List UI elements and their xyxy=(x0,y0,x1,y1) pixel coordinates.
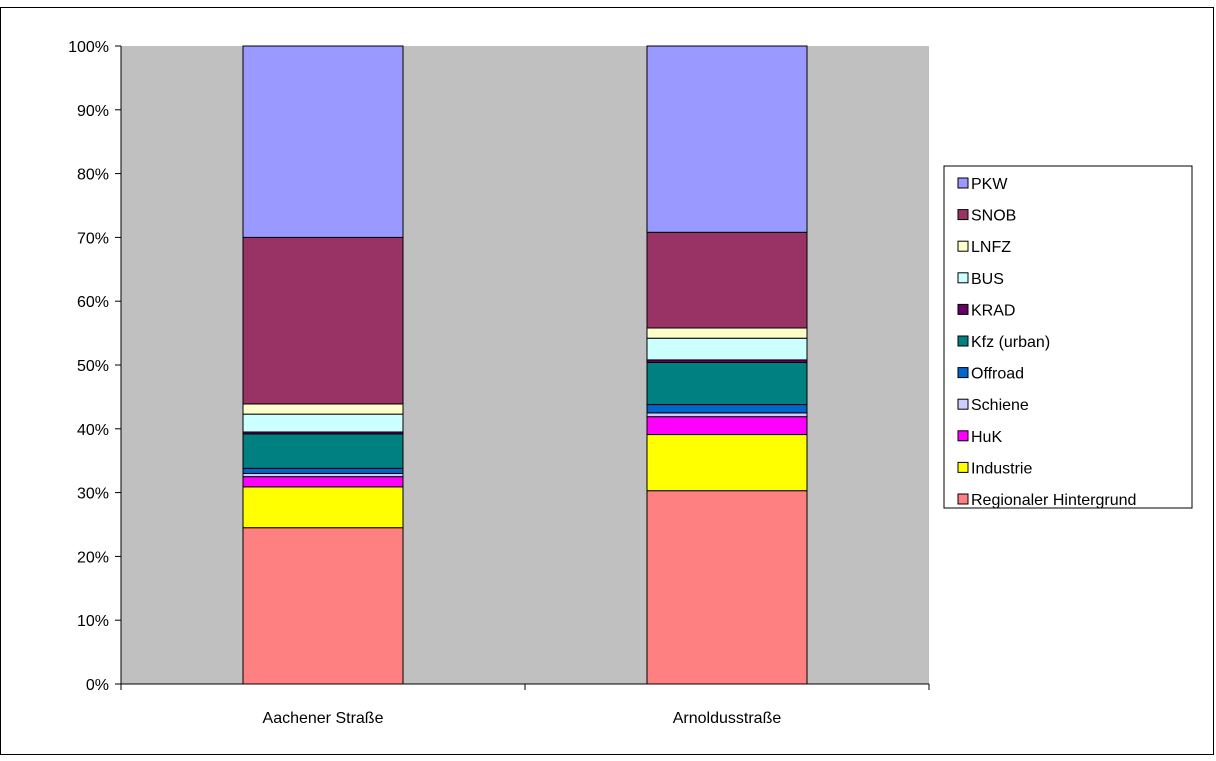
bar-segment-aachener-strasse-bus xyxy=(242,413,404,433)
bar-segment-aachener-strasse-kfz-urban xyxy=(242,433,404,469)
legend: PKW SNOB LNFZ BUS KRAD Kfz (urban) Offroad Schi… xyxy=(943,165,1193,509)
bar-segment-aachener-strasse-regionaler-hintergrund xyxy=(242,527,404,685)
x-tick-label: Arnoldusstraße xyxy=(673,710,782,727)
y-tick-label: 20% xyxy=(77,549,109,566)
bar-segment-arnoldusstrasse-offroad xyxy=(646,404,808,414)
legend-label-pkw: PKW xyxy=(971,176,1008,193)
plot-area xyxy=(121,46,929,684)
legend-label-industrie: Industrie xyxy=(971,460,1032,477)
y-tick-label: 90% xyxy=(77,103,109,120)
bar-segment-aachener-strasse-snob xyxy=(242,236,404,405)
legend-swatch-industrie xyxy=(957,461,969,473)
legend-label-lnfz: LNFZ xyxy=(971,239,1011,256)
bar-segment-aachener-strasse-industrie xyxy=(242,486,404,529)
legend-label-kfz-urban: Kfz (urban) xyxy=(971,334,1050,351)
legend-box xyxy=(943,165,1193,509)
legend-swatch-schiene xyxy=(957,398,969,410)
bar-segment-aachener-strasse-offroad xyxy=(242,467,404,474)
bar-segment-arnoldusstrasse-bus xyxy=(646,337,808,361)
y-tick-label: 0% xyxy=(86,677,109,694)
legend-label-regionaler-hintergrund: Regionaler Hintergrund xyxy=(971,492,1136,509)
y-tick-label: 30% xyxy=(77,486,109,503)
y-tick-label: 60% xyxy=(77,294,109,311)
y-tick-label: 100% xyxy=(68,39,109,56)
legend-swatch-huk xyxy=(957,430,969,442)
legend-label-bus: BUS xyxy=(971,271,1004,288)
legend-label-offroad: Offroad xyxy=(971,366,1024,383)
bar-segment-aachener-strasse-lnfz xyxy=(242,403,404,415)
bar-segment-arnoldusstrasse-industrie xyxy=(646,434,808,492)
bar-segment-arnoldusstrasse-regionaler-hintergrund xyxy=(646,490,808,685)
legend-swatch-bus xyxy=(957,272,969,284)
y-tick-label: 10% xyxy=(77,613,109,630)
bar-segment-arnoldusstrasse-snob xyxy=(646,231,808,329)
y-tick-label: 40% xyxy=(77,422,109,439)
bar-segment-arnoldusstrasse-huk xyxy=(646,416,808,436)
legend-label-schiene: Schiene xyxy=(971,397,1029,414)
legend-swatch-offroad xyxy=(957,367,969,379)
bar-segment-arnoldusstrasse-schiene xyxy=(646,412,808,418)
legend-swatch-lnfz xyxy=(957,240,969,252)
bar-segment-arnoldusstrasse-lnfz xyxy=(646,327,808,339)
y-tick-label: 80% xyxy=(77,167,109,184)
legend-swatch-pkw xyxy=(957,177,969,189)
bar-segment-aachener-strasse-huk xyxy=(242,476,404,488)
legend-swatch-krad xyxy=(957,303,969,315)
legend-swatch-regionaler-hintergrund xyxy=(957,493,969,505)
bars-layer xyxy=(242,45,808,685)
y-tick-label: 50% xyxy=(77,358,109,375)
y-tick-label: 70% xyxy=(77,230,109,247)
x-tick-label: Aachener Straße xyxy=(263,710,384,727)
bar-segment-arnoldusstrasse-pkw xyxy=(646,45,808,233)
bar-segment-arnoldusstrasse-kfz-urban xyxy=(646,361,808,406)
bar-segment-aachener-strasse-pkw xyxy=(242,45,404,238)
axes-layer: 0% 10% 20% 30% 40% 50% 60% 70% 80% 90% 100% Aachene… xyxy=(68,39,930,727)
legend-label-snob: SNOB xyxy=(971,208,1016,225)
legend-swatch-kfz-urban xyxy=(957,335,969,347)
legend-label-krad: KRAD xyxy=(971,302,1015,319)
legend-swatch-snob xyxy=(957,209,969,221)
legend-label-huk: HuK xyxy=(971,429,1002,446)
